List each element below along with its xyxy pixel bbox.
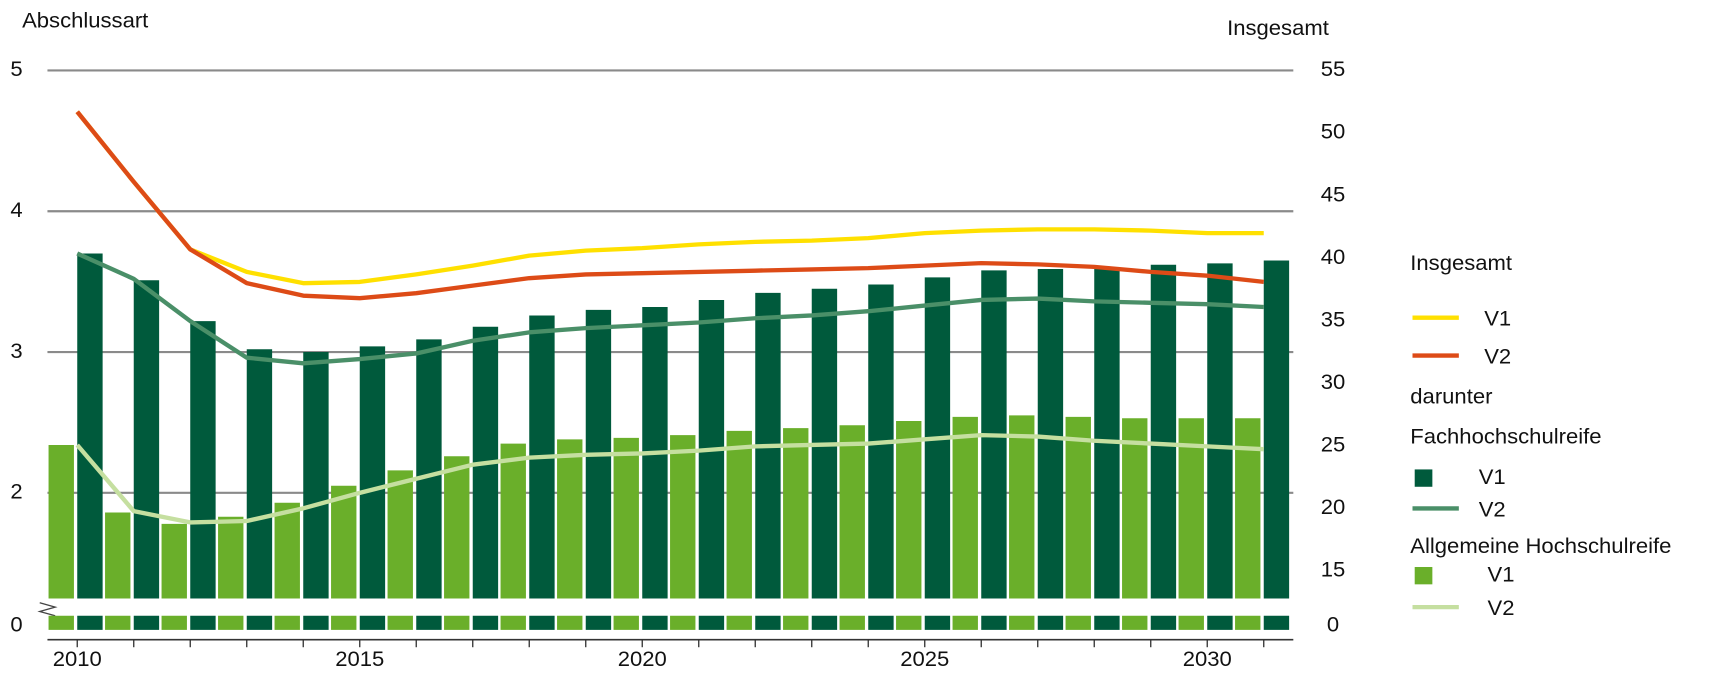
bar: [1009, 415, 1035, 630]
bar: [77, 253, 103, 630]
bar: [698, 299, 725, 630]
legend-swatch: [1414, 566, 1433, 585]
bar: [1263, 260, 1290, 630]
legend-group-title: Allgemeine Hochschulreife: [1410, 533, 1671, 558]
bar: [331, 485, 357, 630]
bar: [133, 280, 160, 630]
bar: [218, 516, 244, 630]
legend-label: V1: [1488, 562, 1515, 587]
legend-label: V2: [1484, 344, 1511, 369]
line: [76, 251, 1264, 366]
y-tick-label: 3: [10, 338, 22, 363]
legend-note: darunter: [1410, 384, 1492, 409]
bar: [529, 315, 555, 630]
bar: [924, 277, 951, 630]
legend-group-title: Fachhochschulreife: [1410, 424, 1601, 449]
bar: [500, 443, 526, 630]
x-tick-label: 2010: [53, 646, 102, 671]
bar: [1235, 418, 1261, 630]
line: [75, 110, 1264, 286]
y2-tick-label: 0: [1327, 611, 1339, 636]
bar: [190, 321, 216, 630]
x-tick-label: 2015: [335, 646, 384, 671]
bar: [303, 352, 329, 630]
y2-tick-label: 35: [1321, 307, 1346, 332]
bar: [416, 339, 442, 630]
y-tick-label: 5: [10, 56, 22, 81]
bar: [472, 326, 499, 630]
bar: [1178, 418, 1204, 630]
bar: [755, 292, 781, 630]
bar: [1150, 264, 1177, 630]
bar: [1094, 267, 1120, 630]
bar: [670, 435, 696, 630]
y2-tick-label: 45: [1321, 181, 1346, 206]
legend-label: V1: [1479, 464, 1506, 489]
legend-group-title: Insgesamt: [1410, 250, 1512, 275]
x-tick-label: 2025: [900, 646, 949, 671]
y2-axis-title: Insgesamt: [1227, 15, 1329, 40]
bar: [1065, 416, 1091, 630]
y-tick-label: 0: [10, 611, 22, 636]
bar: [387, 470, 413, 630]
y-axis-title: Abschlussart: [22, 8, 148, 33]
x-tick-label: 2030: [1183, 646, 1232, 671]
bar: [783, 428, 809, 630]
legend-swatch: [1414, 469, 1433, 487]
line: [75, 432, 1264, 525]
bar: [839, 425, 865, 630]
x-tick-label: 2020: [618, 646, 667, 671]
bar: [896, 421, 922, 630]
y2-tick-label: 30: [1321, 369, 1346, 394]
bar: [642, 306, 668, 630]
bar: [246, 349, 273, 630]
bar: [952, 416, 978, 630]
legend-label: V2: [1479, 497, 1506, 522]
bar: [161, 523, 187, 630]
y2-tick-label: 50: [1321, 119, 1346, 144]
bar: [557, 439, 583, 630]
bar: [868, 284, 894, 630]
bar: [274, 502, 300, 630]
bar: [444, 456, 470, 630]
y2-tick-label: 20: [1321, 494, 1346, 519]
bar: [726, 430, 752, 630]
legend-label: V1: [1484, 306, 1511, 331]
axis-break: [37, 602, 58, 617]
line: [75, 110, 1264, 301]
y2-tick-label: 25: [1321, 432, 1346, 457]
bar: [585, 309, 612, 630]
y-tick-label: 2: [10, 479, 22, 504]
bar: [1037, 268, 1064, 630]
bar: [981, 270, 1007, 630]
y2-tick-label: 15: [1321, 557, 1346, 582]
bar: [811, 288, 838, 630]
y2-tick-label: 55: [1321, 56, 1346, 81]
y-tick-label: 4: [10, 197, 22, 222]
y2-tick-label: 40: [1321, 244, 1346, 269]
bar: [48, 444, 74, 630]
legend-label: V2: [1488, 595, 1515, 620]
bar: [105, 512, 131, 630]
bar: [613, 437, 639, 630]
bar: [1122, 418, 1148, 630]
